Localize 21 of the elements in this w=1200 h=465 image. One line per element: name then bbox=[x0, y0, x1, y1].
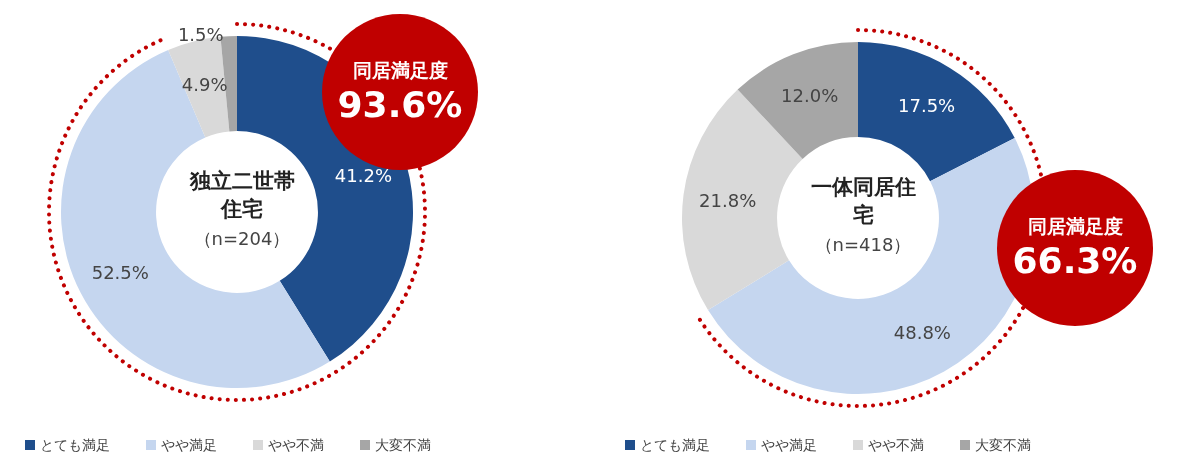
data-label: 17.5% bbox=[898, 95, 956, 117]
legend-label: 大変不満 bbox=[975, 437, 1031, 453]
legend-label: とても満足 bbox=[40, 437, 110, 453]
legend-label: やや不満 bbox=[268, 437, 324, 453]
text: （n=204） bbox=[193, 227, 291, 249]
data-label: 52.5% bbox=[91, 262, 149, 284]
data-label: 12.0% bbox=[781, 85, 839, 107]
legend-label: やや満足 bbox=[761, 437, 817, 453]
text: 一体同居住宅 bbox=[810, 175, 916, 227]
badge: 同居満足度 66.3% bbox=[997, 170, 1153, 326]
data-label: 4.9% bbox=[181, 74, 228, 96]
data-label: 48.8% bbox=[893, 322, 951, 344]
text: （n=418） bbox=[814, 233, 912, 255]
legend-label: 大変不満 bbox=[375, 437, 431, 453]
legend-label: やや満足 bbox=[161, 437, 217, 453]
data-label: 1.5% bbox=[177, 23, 224, 45]
legend-label: やや不満 bbox=[868, 437, 924, 453]
data-label: 21.8% bbox=[699, 190, 757, 212]
badge: 同居満足度 93.6% bbox=[322, 14, 478, 170]
legend-label: とても満足 bbox=[640, 437, 710, 453]
text: 独立二世帯住宅 bbox=[188, 169, 295, 221]
